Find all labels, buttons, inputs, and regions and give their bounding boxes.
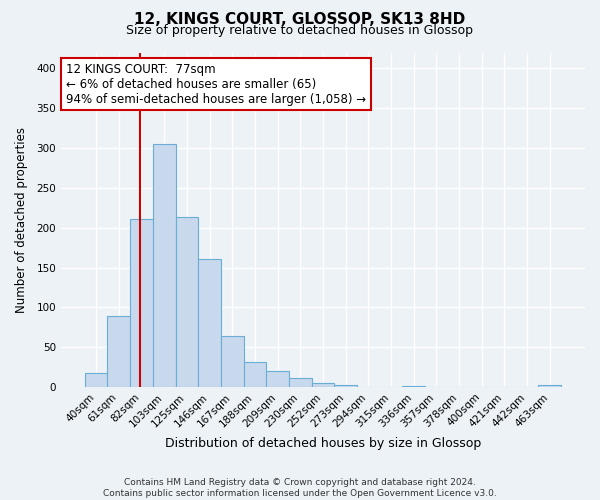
Bar: [538, 386, 561, 387]
Bar: [311, 383, 334, 387]
Bar: [107, 316, 130, 387]
Bar: [334, 386, 357, 387]
X-axis label: Distribution of detached houses by size in Glossop: Distribution of detached houses by size …: [165, 437, 481, 450]
Bar: [198, 258, 221, 387]
Text: Contains HM Land Registry data © Crown copyright and database right 2024.
Contai: Contains HM Land Registry data © Crown c…: [103, 478, 497, 498]
Bar: [244, 362, 266, 387]
Bar: [403, 386, 425, 387]
Bar: [85, 374, 107, 387]
Text: Size of property relative to detached houses in Glossop: Size of property relative to detached ho…: [127, 24, 473, 37]
Y-axis label: Number of detached properties: Number of detached properties: [15, 126, 28, 312]
Text: 12 KINGS COURT:  77sqm
← 6% of detached houses are smaller (65)
94% of semi-deta: 12 KINGS COURT: 77sqm ← 6% of detached h…: [66, 62, 367, 106]
Bar: [130, 219, 153, 387]
Bar: [176, 216, 198, 387]
Bar: [266, 371, 289, 387]
Bar: [289, 378, 311, 387]
Bar: [221, 336, 244, 387]
Text: 12, KINGS COURT, GLOSSOP, SK13 8HD: 12, KINGS COURT, GLOSSOP, SK13 8HD: [134, 12, 466, 28]
Bar: [153, 144, 176, 387]
